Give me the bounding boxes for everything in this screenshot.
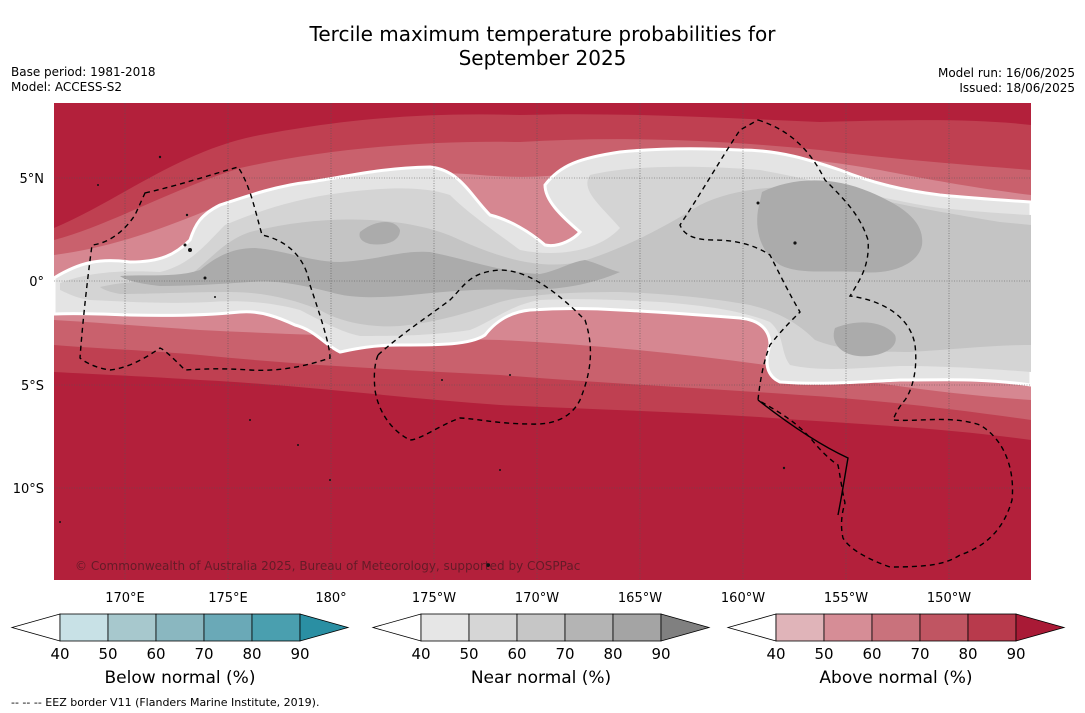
eez-borders — [79, 119, 1014, 568]
lon-label-180: 180° — [315, 591, 346, 606]
base-period: Base period: 1981-2018 — [11, 65, 156, 79]
colorbar-segment — [919, 613, 969, 642]
near-normal-70-patch-east — [757, 180, 923, 273]
below-normal-label: Below normal (%) — [104, 668, 256, 688]
title-line-2: September 2025 — [458, 46, 627, 70]
model-run-date: Model run: 16/06/2025 — [937, 66, 1075, 80]
lat-label-5s: 5°S — [21, 379, 44, 394]
colorbar-tick-label: 90 — [1006, 645, 1025, 663]
colorbar-tick-label: 60 — [507, 645, 526, 663]
longitude-labels: 170°E 175°E 180° 175°W 170°W 165°W 160°W… — [105, 591, 971, 606]
colorbar-tick-label: 70 — [194, 645, 213, 663]
colorbar-segment — [251, 613, 301, 642]
colorbar-tick-label: 60 — [146, 645, 165, 663]
colorbar-segment — [420, 613, 470, 642]
colorbars: 40 50 60 70 80 90 40 50 60 70 80 90 40 50 60 70 80 90 — [10, 613, 1066, 663]
colorbar-tick-label: 80 — [603, 645, 622, 663]
colorbar-segment — [516, 613, 566, 642]
colorbar-segment — [59, 613, 109, 642]
colorbar-tick-label: 50 — [814, 645, 833, 663]
model-name: Model: ACCESS-S2 — [11, 80, 123, 94]
map-area[interactable] — [54, 103, 1031, 580]
colorbar-tick-label: 40 — [50, 645, 69, 663]
colorbar-tick-label: 90 — [651, 645, 670, 663]
colorbar-tick-label: 60 — [862, 645, 881, 663]
eez-legend-footer: -- -- -- EEZ border V11 (Flanders Marine… — [11, 696, 320, 709]
colorbar-tick-label: 40 — [411, 645, 430, 663]
lon-label-175e: 175°E — [208, 591, 248, 606]
colorbar-high-extend — [299, 613, 350, 642]
colorbar-tick-label: 70 — [555, 645, 574, 663]
graticule — [54, 103, 1031, 580]
lon-label-170e: 170°E — [105, 591, 145, 606]
lat-label-5n: 5°N — [20, 172, 45, 187]
colorbar-segment — [775, 613, 825, 642]
colorbar-segment — [107, 613, 157, 642]
colorbar-tick-label: 90 — [290, 645, 309, 663]
colorbar-segment — [564, 613, 614, 642]
colorbar-segment — [203, 613, 253, 642]
lon-label-150w: 150°W — [927, 591, 971, 606]
lat-label-10s: 10°S — [13, 482, 44, 497]
near-normal-70-region — [120, 248, 620, 298]
title-line-1: Tercile maximum temperature probabilitie… — [309, 22, 776, 46]
lat-label-0: 0° — [29, 275, 44, 290]
latitude-labels: 5°N 0° 5°S 10°S — [13, 172, 44, 497]
colorbar-tick-label: 40 — [766, 645, 785, 663]
lon-label-170w: 170°W — [515, 591, 559, 606]
above-normal-colorbar: 40 50 60 70 80 90 — [726, 613, 1066, 663]
colorbar-segment — [612, 613, 662, 642]
near-normal-colorbar: 40 50 60 70 80 90 — [371, 613, 711, 663]
colorbar-segment — [823, 613, 873, 642]
lon-label-175w: 175°W — [412, 591, 456, 606]
copyright-notice: © Commonwealth of Australia 2025, Bureau… — [75, 559, 580, 573]
above-normal-label: Above normal (%) — [819, 668, 973, 688]
colorbar-low-extend — [10, 613, 61, 642]
colorbar-segment — [155, 613, 205, 642]
colorbar-low-extend — [726, 613, 777, 642]
colorbar-tick-label: 70 — [910, 645, 929, 663]
colorbar-low-extend — [371, 613, 422, 642]
colorbar-tick-label: 80 — [958, 645, 977, 663]
eez-solid-segment — [757, 399, 849, 516]
colorbar-tick-label: 80 — [242, 645, 261, 663]
run-info: Model run: 16/06/2025 Issued: 18/06/2025 — [938, 66, 1075, 96]
islands — [59, 155, 797, 567]
below-normal-colorbar: 40 50 60 70 80 90 — [10, 613, 350, 663]
lon-label-165w: 165°W — [618, 591, 662, 606]
colorbar-segment — [967, 613, 1017, 642]
near-normal-70-patch-center — [359, 221, 400, 245]
near-normal-70-patch-southeast — [833, 322, 896, 357]
lon-label-160w: 160°W — [721, 591, 765, 606]
model-info: Base period: 1981-2018 Model: ACCESS-S2 — [11, 65, 156, 95]
map-title: Tercile maximum temperature probabilitie… — [0, 22, 1085, 70]
colorbar-segment — [871, 613, 921, 642]
issued-date: Issued: 18/06/2025 — [959, 81, 1075, 95]
colorbar-tick-label: 50 — [98, 645, 117, 663]
colorbar-tick-label: 50 — [459, 645, 478, 663]
colorbar-segment — [468, 613, 518, 642]
lon-label-155w: 155°W — [824, 591, 868, 606]
colorbar-high-extend — [1015, 613, 1066, 642]
colorbar-high-extend — [660, 613, 711, 642]
near-normal-label: Near normal (%) — [470, 668, 612, 688]
